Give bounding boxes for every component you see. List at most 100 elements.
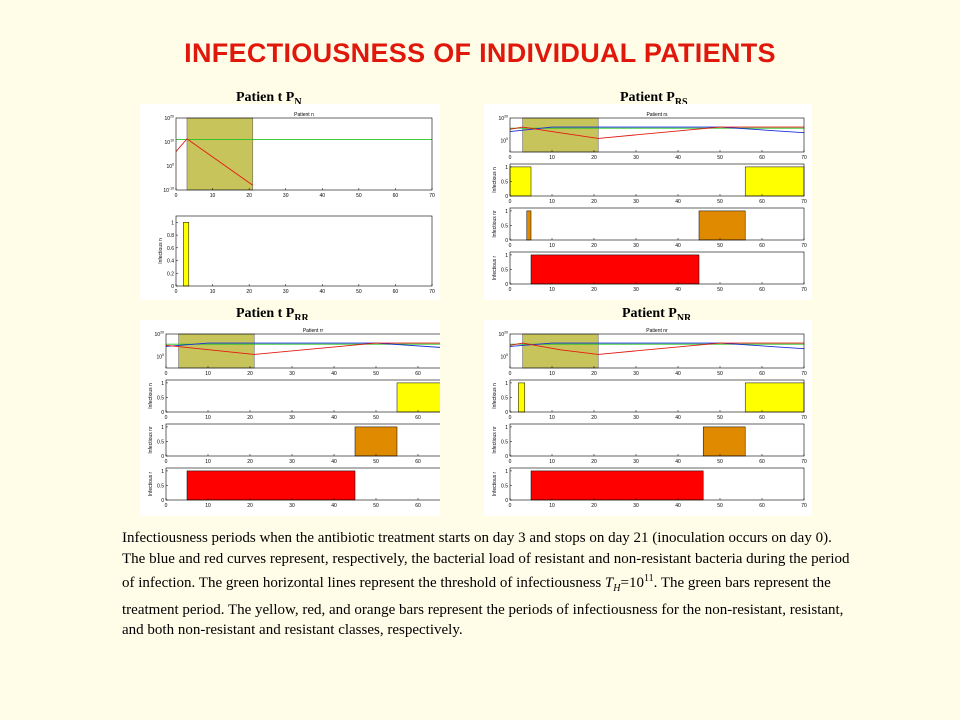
pnr-load-xtick-label: 10: [549, 371, 555, 377]
pnr-infectious-r-xtick-label: 70: [801, 503, 807, 509]
figure-caption: Infectiousness periods when the antibiot…: [122, 530, 850, 638]
prs-infectious-nr-xtick-label: 0: [509, 243, 512, 249]
prs-infectious-nr-axes: [509, 207, 805, 241]
pnr-load-xtick-label: 60: [759, 371, 765, 377]
pn-load-xtick-label: 50: [356, 193, 362, 199]
prr-infectious-n-xtick-label: 20: [247, 415, 253, 421]
pnr-infectious-n-ytick-label: 0.5: [501, 395, 508, 401]
chart-patient-prr: Patient rr010203040506070100102001020304…: [148, 328, 463, 509]
prs-infectious-r-xtick-label: 0: [509, 287, 512, 293]
pn-infectious-n-ytick-label: 0.6: [167, 246, 174, 252]
prs-load-ytick-label: 100: [500, 137, 508, 145]
prs-load-treatment-band: [522, 117, 599, 153]
pnr-infectious-nr-xtick-label: 30: [633, 459, 639, 465]
figure-patient-prr: Patient rr010203040506070100102001020304…: [140, 320, 463, 516]
prs-infectious-n-xtick-label: 30: [633, 199, 639, 205]
prs-infectious-r-axes: [509, 251, 805, 285]
prr-infectious-nr-xtick-label: 30: [289, 459, 295, 465]
prr-load-plot-title: Patient rr: [303, 328, 324, 334]
prs-infectious-nr-xtick-label: 70: [801, 243, 807, 249]
pn-infectious-n-xtick-label: 20: [246, 289, 252, 295]
pn-infectious-n-axes: [175, 215, 433, 287]
pn-load-series-0: [175, 138, 254, 186]
prs-infectious-nr-xtick-label: 60: [759, 243, 765, 249]
prr-infectious-n-xtick-label: 60: [415, 415, 421, 421]
prr-infectious-r-xtick-label: 60: [415, 503, 421, 509]
prs-load-series-1: [509, 126, 804, 139]
prs-infectious-r-ytick-label: 0.5: [501, 267, 508, 273]
prs-load-xtick-label: 10: [549, 155, 555, 161]
pnr-infectious-r-xtick-label: 60: [759, 503, 765, 509]
pnr-infectious-r-ytick-label: 0.5: [501, 483, 508, 489]
figure-patient-prs: Patient rs 0 10 20 30 40 50 60 70 100 1020 0 10 20 30 4…: [484, 104, 812, 300]
pnr-load-treatment-band: [522, 333, 599, 369]
prs-infectious-nr-ytick-label: 0: [505, 238, 508, 244]
prr-infectious-n-xtick-label: 10: [205, 415, 211, 421]
prr-infectious-n-ytick-label: 0.5: [157, 395, 164, 401]
pnr-infectious-nr-xtick-label: 10: [549, 459, 555, 465]
prr-load-ytick-label: 100: [156, 353, 164, 361]
prr-infectious-nr-ytick-label: 1: [161, 425, 164, 431]
pn-infectious-n-xtick-label: 40: [320, 289, 326, 295]
pnr-infectious-r-ylabel: Infectious r: [492, 471, 498, 496]
pn-infectious-n-ytick-label: 0: [171, 284, 174, 290]
prr-infectious-nr-ytick-label: 0.5: [157, 439, 164, 445]
prr-infectious-nr-axes: [165, 423, 461, 457]
pnr-infectious-n-xtick-label: 20: [591, 415, 597, 421]
prs-infectious-nr-xtick-label: 10: [549, 243, 555, 249]
pn-load-plot-title: Patient n: [294, 112, 314, 118]
prs-infectious-n-bar-1: [744, 166, 805, 197]
prr-load-xtick-label: 20: [247, 371, 253, 377]
prs-infectious-n-xtick-label: 20: [591, 199, 597, 205]
pn-load-xtick-label: 40: [320, 193, 326, 199]
pnr-infectious-r-xtick-label: 30: [633, 503, 639, 509]
pnr-infectious-nr-xtick-label: 20: [591, 459, 597, 465]
prr-load-xtick-label: 40: [331, 371, 337, 377]
pnr-infectious-n-ylabel: Infectious n: [492, 383, 498, 409]
prs-infectious-n-ylabel: Infectious n: [492, 167, 498, 193]
pnr-load-series-0: [509, 342, 805, 350]
prr-infectious-r-xtick-label: 40: [331, 503, 337, 509]
prs-infectious-nr-ylabel: Infectious nr: [492, 210, 498, 238]
prr-infectious-nr-ylabel: Infectious nr: [148, 426, 154, 454]
pn-load-ytick-label: 1020: [165, 115, 175, 123]
pn-load-xtick-label: 30: [283, 193, 289, 199]
prs-load-xtick-label: 70: [801, 155, 807, 161]
pn-infectious-n-xtick-label: 60: [393, 289, 399, 295]
prs-infectious-r-bar-0: [530, 254, 700, 285]
figure-patient-pnr: Patient nr 0 10 20 30 40 50 60 70 100 1020 0 10 20 30 4…: [484, 320, 812, 516]
pnr-infectious-n-xtick-label: 40: [675, 415, 681, 421]
prr-infectious-r-xtick-label: 10: [205, 503, 211, 509]
prs-infectious-r-ytick-label: 0: [505, 282, 508, 288]
prr-infectious-nr-xtick-label: 40: [331, 459, 337, 465]
prr-load-ytick-label: 1020: [155, 331, 165, 339]
pnr-infectious-n-bar-0: [518, 382, 525, 413]
pnr-infectious-r-xtick-label: 10: [549, 503, 555, 509]
prs-infectious-r-xtick-label: 10: [549, 287, 555, 293]
prs-load-axes: [509, 117, 805, 153]
pnr-infectious-nr-xtick-label: 60: [759, 459, 765, 465]
prs-infectious-nr-xtick-label: 40: [675, 243, 681, 249]
pn-load-xtick-label: 70: [429, 193, 435, 199]
prr-infectious-nr-ytick-label: 0: [161, 454, 164, 460]
pnr-load-xtick-label: 0: [509, 371, 512, 377]
prr-load-xtick-label: 30: [289, 371, 295, 377]
pn-infectious-n-ytick-label: 0.4: [167, 259, 174, 265]
pnr-load-ytick-label: 1020: [499, 331, 509, 339]
prr-load-series-1: [165, 342, 460, 355]
prs-infectious-n-xtick-label: 70: [801, 199, 807, 205]
prs-load-plot-title: Patient rs: [646, 112, 668, 118]
prr-load-xtick-label: 10: [205, 371, 211, 377]
pnr-infectious-r-bar-0: [530, 470, 704, 501]
prs-load-xtick-label: 40: [675, 155, 681, 161]
pnr-infectious-r-ytick-label: 1: [505, 469, 508, 475]
prr-infectious-r-ylabel: Infectious r: [148, 471, 154, 496]
pnr-load-xtick-label: 20: [591, 371, 597, 377]
prs-infectious-r-xtick-label: 70: [801, 287, 807, 293]
pnr-load-xtick-label: 40: [675, 371, 681, 377]
prs-infectious-n-bar-0: [509, 166, 532, 197]
prs-load-xtick-label: 20: [591, 155, 597, 161]
prs-infectious-nr-bar-0: [526, 210, 532, 241]
pn-infectious-n-xtick-label: 50: [356, 289, 362, 295]
pnr-infectious-nr-xtick-label: 0: [509, 459, 512, 465]
